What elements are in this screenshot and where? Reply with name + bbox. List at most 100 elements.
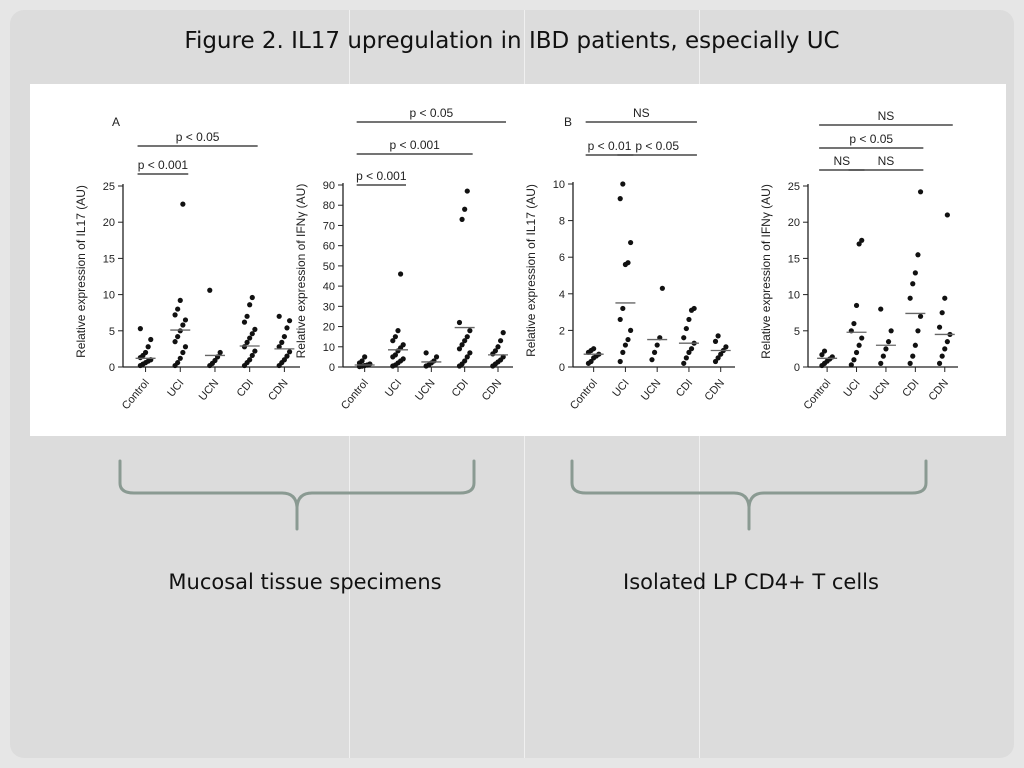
- data-point: [912, 342, 918, 348]
- data-point: [617, 196, 623, 202]
- x-tick-label: Control: [801, 377, 833, 412]
- data-point: [467, 328, 473, 334]
- data-point: [362, 354, 368, 360]
- brace-mucosal: [118, 459, 476, 531]
- data-point: [683, 325, 689, 332]
- data-point: [276, 344, 282, 350]
- data-point: [249, 294, 255, 301]
- data-point: [718, 351, 724, 357]
- data-point: [180, 322, 186, 328]
- data-point: [279, 339, 285, 345]
- data-point: [276, 313, 282, 319]
- y-tick-label: 5: [794, 326, 800, 338]
- data-point: [856, 241, 862, 247]
- data-point: [878, 360, 884, 366]
- data-point: [286, 318, 293, 324]
- y-axis-label: Relative expression of IL17 (AU): [74, 185, 88, 358]
- data-point: [182, 317, 189, 323]
- data-point: [715, 333, 721, 339]
- data-point: [172, 312, 178, 318]
- data-point: [392, 334, 398, 340]
- data-point: [848, 362, 854, 368]
- y-tick-label: 25: [103, 181, 115, 193]
- data-point: [459, 216, 465, 222]
- data-point: [464, 188, 470, 194]
- data-point: [620, 349, 626, 355]
- data-point: [249, 352, 255, 359]
- data-point: [691, 305, 697, 312]
- x-tick-label: CDI: [674, 377, 695, 399]
- data-point: [462, 338, 468, 344]
- data-point: [939, 353, 945, 359]
- data-point: [395, 328, 401, 334]
- y-tick-label: 0: [794, 362, 800, 374]
- data-point: [392, 352, 398, 358]
- significance-label: p < 0.05: [849, 132, 893, 146]
- significance-label: p < 0.001: [389, 138, 440, 152]
- data-point: [145, 344, 151, 350]
- data-point: [241, 344, 248, 350]
- data-point: [207, 287, 213, 293]
- x-tick-label: CDI: [900, 377, 921, 399]
- data-point: [681, 335, 687, 341]
- data-point: [936, 360, 943, 366]
- scatter-plots: 0 5 10 15 20 25 Control UCI UCN CDI CDN Relative ex…: [74, 106, 958, 412]
- x-tick-label: UCN: [413, 377, 438, 403]
- data-point: [888, 328, 894, 334]
- x-tick-label: CDN: [266, 377, 291, 403]
- data-point: [500, 330, 506, 336]
- y-axis-label: Relative expression of IFNγ (AU): [294, 184, 308, 359]
- x-tick-label: UCI: [165, 377, 186, 399]
- data-point: [137, 326, 143, 332]
- data-point: [217, 349, 223, 356]
- y-tick-label: 20: [323, 322, 335, 334]
- data-point: [252, 326, 258, 332]
- y-tick-label: 10: [788, 290, 800, 302]
- significance-label: NS: [878, 109, 895, 123]
- data-point: [423, 350, 429, 356]
- data-point: [459, 342, 465, 348]
- data-point: [175, 306, 181, 312]
- y-tick-label: 15: [103, 253, 115, 265]
- x-tick-label: CDN: [927, 377, 952, 403]
- data-point: [142, 349, 149, 356]
- data-point: [910, 281, 916, 287]
- data-point: [917, 189, 924, 195]
- data-point: [456, 319, 463, 326]
- y-tick-label: 0: [329, 362, 335, 374]
- significance-label: p < 0.001: [138, 158, 189, 172]
- data-point: [856, 342, 862, 348]
- data-point: [492, 348, 498, 354]
- data-point: [715, 355, 721, 361]
- x-tick-label: CDN: [702, 377, 727, 403]
- data-point: [853, 302, 860, 309]
- data-point: [172, 339, 178, 345]
- y-tick-label: 90: [323, 180, 335, 192]
- data-point: [723, 344, 729, 350]
- data-point: [625, 260, 631, 266]
- y-tick-label: 6: [559, 252, 565, 264]
- data-point: [398, 271, 404, 277]
- data-point: [910, 353, 916, 359]
- y-tick-label: 8: [559, 216, 565, 228]
- data-point: [177, 355, 183, 361]
- y-tick-label: 0: [559, 362, 565, 374]
- data-point: [688, 346, 695, 352]
- caption-lp-cells: Isolated LP CD4+ T cells: [623, 570, 879, 594]
- y-tick-label: 80: [323, 200, 335, 212]
- data-point: [622, 342, 629, 348]
- data-point: [859, 237, 865, 243]
- data-point: [588, 358, 594, 365]
- x-tick-label: CDN: [480, 377, 505, 403]
- x-tick-label: Control: [339, 377, 371, 412]
- data-point: [912, 270, 918, 276]
- data-point: [247, 302, 253, 308]
- data-point: [182, 344, 189, 350]
- data-point: [464, 354, 470, 360]
- x-tick-label: UCN: [868, 377, 893, 403]
- y-tick-label: 25: [788, 181, 800, 193]
- data-point: [885, 339, 892, 345]
- data-point: [942, 346, 948, 352]
- data-point: [281, 357, 287, 363]
- significance-label: NS: [633, 106, 650, 120]
